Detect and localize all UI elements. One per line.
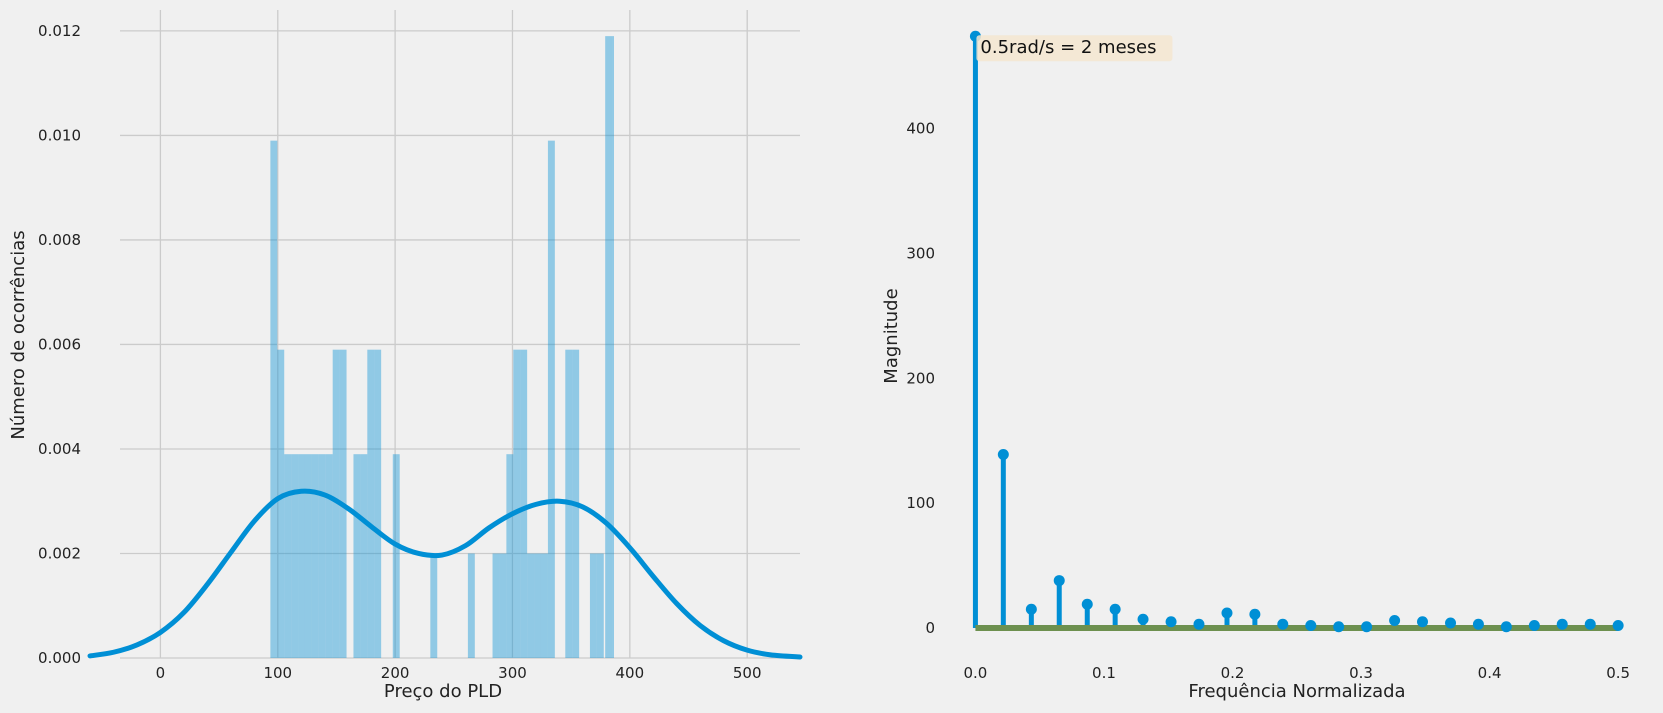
stem-marker [1249,609,1260,620]
histogram-bar [270,141,277,658]
histogram-bar [360,454,367,658]
histogram-y-tick-label: 0.006 [38,335,81,353]
histogram-bar [520,350,527,658]
histogram-bar [312,454,319,658]
histogram-bar [548,141,555,658]
histogram-y-tick-label: 0.000 [38,649,81,667]
stem-marker [1333,621,1344,632]
stem-x-tick-label: 0.4 [1478,664,1502,682]
histogram-x-tick-label: 100 [263,664,292,682]
stem-marker [1557,619,1568,630]
stem-marker [1110,604,1121,615]
stem-y-tick-label: 400 [906,120,935,138]
histogram-y-tick-label: 0.012 [38,22,81,40]
stem-marker [1361,621,1372,632]
histogram-bar [277,350,284,658]
stem-marker [1417,616,1428,627]
stem-x-tick-label: 0.5 [1606,664,1630,682]
stem-marker [1166,616,1177,627]
histogram-bar [430,553,437,658]
stem-x-tick-label: 0.0 [963,664,987,682]
histogram-x-tick-label: 400 [616,664,645,682]
histogram-bar [590,553,597,658]
histogram-x-tick-label: 300 [498,664,527,682]
stem-marker [1221,608,1232,619]
histogram-bar [612,36,614,658]
histogram-x-axis-label: Preço do PLD [384,681,502,702]
stem-marker [1277,619,1288,630]
histogram-bar [298,454,305,658]
stem-x-tick-label: 0.1 [1092,664,1116,682]
histogram-bar [393,454,400,658]
histogram-y-tick-label: 0.010 [38,126,81,144]
histogram-bar [374,350,381,658]
histogram-bar [597,553,604,658]
stem-y-tick-label: 0 [925,619,935,637]
stem-y-axis-label: Magnitude [881,288,902,383]
histogram-y-tick-label: 0.002 [38,544,81,562]
histogram-bar [506,454,513,658]
histogram-bar [499,553,506,658]
histogram-x-tick-label: 200 [381,664,410,682]
histogram-bar [513,350,520,658]
stem-marker [1138,614,1149,625]
histogram-bar [326,454,333,658]
stem-marker [1585,619,1596,630]
histogram-bar [468,553,475,658]
stem-marker [1026,604,1037,615]
histogram-bar [319,454,326,658]
stem-x-axis-label: Frequência Normalizada [1188,681,1405,702]
histogram-bar [284,454,291,658]
histogram-y-axis-label: Número de ocorrências [8,230,29,439]
stem-marker [1305,620,1316,631]
stem-marker [1082,599,1093,610]
histogram-bar [493,553,500,658]
stem-marker [1501,621,1512,632]
stem-marker [998,449,1009,460]
histogram-bar [367,350,374,658]
histogram-x-tick-label: 500 [733,664,762,682]
stem-marker [1389,615,1400,626]
stem-y-tick-label: 300 [906,244,935,262]
stem-marker [1529,620,1540,631]
annotation-text: 0.5rad/s = 2 meses [980,37,1156,58]
histogram-y-tick-label: 0.008 [38,231,81,249]
stem-marker [1193,619,1204,630]
histogram-bar [541,553,548,658]
stem-x-tick-label: 0.3 [1349,664,1373,682]
stem-x-tick-label: 0.2 [1221,664,1245,682]
histogram-bar [291,454,298,658]
histogram-bar [353,454,360,658]
histogram-bar [605,36,612,658]
stem-marker [1445,618,1456,629]
histogram-bar [534,553,541,658]
stem-y-tick-label: 100 [906,494,935,512]
histogram-y-tick-label: 0.004 [38,440,81,458]
histogram-bar [305,454,312,658]
stem-marker [1473,619,1484,630]
stem-y-tick-label: 200 [906,369,935,387]
stem-marker [1613,620,1624,631]
histogram-x-tick-label: 0 [156,664,166,682]
stem-marker [1054,575,1065,586]
histogram-bar [527,553,534,658]
